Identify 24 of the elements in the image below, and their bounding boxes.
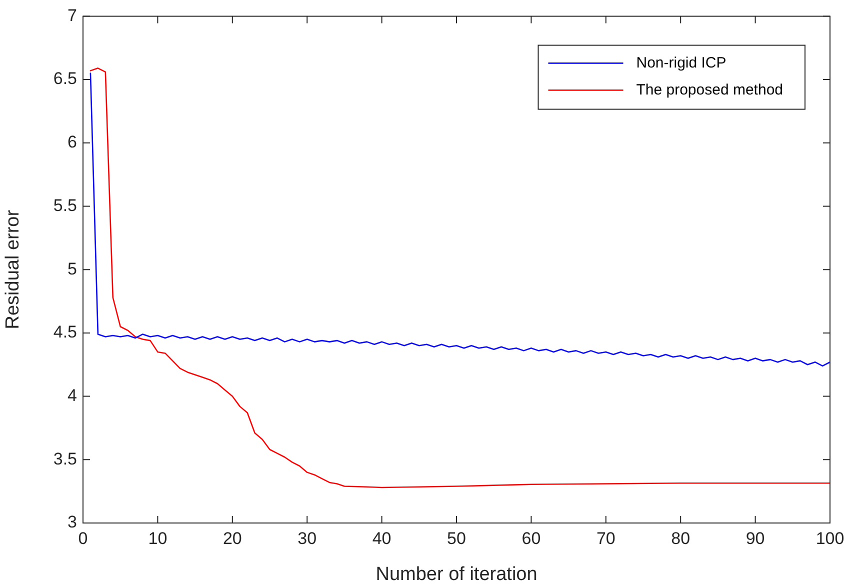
x-tick-label: 50	[447, 528, 466, 548]
x-tick-label: 70	[596, 528, 616, 548]
y-tick-label: 3.5	[53, 449, 77, 468]
y-tick-label: 3	[68, 512, 77, 532]
x-tick-label: 100	[816, 528, 844, 548]
x-tick-label: 20	[222, 528, 242, 548]
x-tick-label: 40	[372, 528, 392, 548]
y-tick-label: 4.5	[53, 322, 77, 342]
y-tick-label: 5	[68, 259, 77, 278]
y-tick-label: 7	[68, 6, 77, 25]
x-tick-label: 90	[746, 528, 765, 548]
y-tick-label: 4	[68, 386, 77, 405]
y-axis-title: Residual error	[2, 209, 24, 330]
x-axis-title: Number of iteration	[376, 564, 538, 585]
x-tick-label: 60	[522, 528, 541, 548]
legend-label: Non-rigid ICP	[636, 54, 726, 72]
x-tick-label: 0	[78, 528, 88, 548]
y-tick-label: 6.5	[53, 69, 77, 88]
x-tick-label: 30	[298, 528, 317, 548]
legend-label: The proposed method	[636, 81, 784, 98]
y-tick-label: 5.5	[53, 196, 77, 215]
y-tick-label: 6	[68, 132, 77, 152]
x-tick-label: 10	[148, 528, 168, 548]
x-tick-label: 80	[671, 528, 690, 548]
